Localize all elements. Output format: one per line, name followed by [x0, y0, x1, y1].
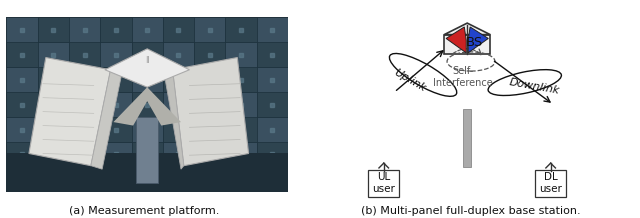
- Bar: [38, 142, 69, 167]
- Text: (a) Measurement platform.: (a) Measurement platform.: [69, 206, 219, 216]
- Bar: [163, 167, 194, 192]
- Bar: [100, 17, 132, 42]
- Bar: [257, 42, 288, 67]
- Text: BS: BS: [467, 36, 483, 49]
- Bar: [257, 117, 288, 142]
- Polygon shape: [105, 49, 189, 87]
- Text: Self-
Interference: Self- Interference: [433, 66, 493, 88]
- Bar: [136, 117, 159, 183]
- Bar: [69, 167, 100, 192]
- Bar: [69, 142, 100, 167]
- Bar: [6, 67, 38, 92]
- Polygon shape: [446, 27, 467, 53]
- Bar: [225, 42, 257, 67]
- Text: (b) Multi-panel full-duplex base station.: (b) Multi-panel full-duplex base station…: [360, 206, 580, 216]
- Bar: [132, 142, 163, 167]
- Bar: [225, 167, 257, 192]
- Bar: [257, 92, 288, 117]
- Polygon shape: [468, 27, 488, 53]
- Polygon shape: [444, 35, 490, 54]
- Bar: [463, 109, 471, 167]
- Bar: [38, 92, 69, 117]
- Bar: [6, 17, 38, 42]
- Bar: [194, 142, 225, 167]
- Polygon shape: [164, 70, 184, 169]
- Bar: [225, 92, 257, 117]
- Bar: [225, 67, 257, 92]
- Bar: [225, 17, 257, 42]
- Bar: [6, 42, 38, 67]
- Bar: [132, 92, 163, 117]
- Text: Uplink: Uplink: [392, 68, 428, 94]
- Bar: [6, 92, 38, 117]
- Bar: [38, 42, 69, 67]
- Bar: [225, 117, 257, 142]
- Polygon shape: [29, 58, 111, 166]
- Polygon shape: [91, 70, 122, 169]
- Bar: [132, 42, 163, 67]
- Bar: [69, 67, 100, 92]
- Bar: [194, 17, 225, 42]
- Bar: [100, 67, 132, 92]
- Bar: [225, 142, 257, 167]
- Bar: [6, 167, 38, 192]
- Bar: [163, 142, 194, 167]
- Bar: [69, 92, 100, 117]
- Bar: [194, 117, 225, 142]
- Bar: [163, 42, 194, 67]
- Polygon shape: [6, 153, 288, 192]
- Bar: [132, 117, 163, 142]
- Bar: [132, 17, 163, 42]
- Bar: [194, 92, 225, 117]
- Text: DL
user: DL user: [540, 172, 562, 194]
- Bar: [132, 167, 163, 192]
- Bar: [100, 167, 132, 192]
- Text: Downlink: Downlink: [508, 77, 561, 96]
- Bar: [257, 17, 288, 42]
- Bar: [194, 42, 225, 67]
- Bar: [6, 117, 38, 142]
- Bar: [6, 142, 38, 167]
- Bar: [163, 92, 194, 117]
- Bar: [38, 17, 69, 42]
- Bar: [163, 17, 194, 42]
- Bar: [257, 142, 288, 167]
- Bar: [38, 167, 69, 192]
- Bar: [257, 167, 288, 192]
- Bar: [163, 117, 194, 142]
- Text: UL
user: UL user: [372, 172, 395, 194]
- Polygon shape: [173, 58, 248, 166]
- Bar: [38, 67, 69, 92]
- Bar: [38, 117, 69, 142]
- Polygon shape: [444, 23, 490, 35]
- Bar: [257, 67, 288, 92]
- Bar: [100, 117, 132, 142]
- Bar: [69, 42, 100, 67]
- Bar: [69, 17, 100, 42]
- Bar: [194, 67, 225, 92]
- Bar: [100, 142, 132, 167]
- Polygon shape: [113, 87, 181, 126]
- Bar: [100, 92, 132, 117]
- Bar: [100, 42, 132, 67]
- Text: ||: ||: [145, 56, 150, 63]
- FancyBboxPatch shape: [369, 170, 399, 197]
- Bar: [163, 67, 194, 92]
- Bar: [194, 167, 225, 192]
- Bar: [132, 67, 163, 92]
- Bar: [69, 117, 100, 142]
- FancyBboxPatch shape: [535, 170, 566, 197]
